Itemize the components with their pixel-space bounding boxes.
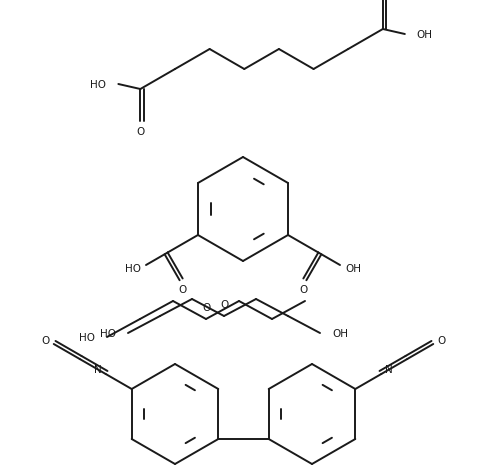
Text: N: N bbox=[94, 365, 102, 375]
Text: N: N bbox=[385, 365, 393, 375]
Text: HO: HO bbox=[91, 80, 106, 90]
Text: O: O bbox=[220, 299, 228, 309]
Text: OH: OH bbox=[417, 30, 433, 40]
Text: O: O bbox=[42, 335, 50, 345]
Text: HO: HO bbox=[79, 332, 95, 342]
Text: O: O bbox=[136, 127, 145, 137]
Text: O: O bbox=[179, 285, 187, 295]
Text: HO: HO bbox=[100, 328, 116, 338]
Text: HO: HO bbox=[125, 263, 141, 273]
Text: OH: OH bbox=[345, 263, 361, 273]
Text: O: O bbox=[202, 302, 210, 312]
Text: O: O bbox=[299, 285, 307, 295]
Text: O: O bbox=[437, 335, 445, 345]
Text: OH: OH bbox=[332, 328, 348, 338]
